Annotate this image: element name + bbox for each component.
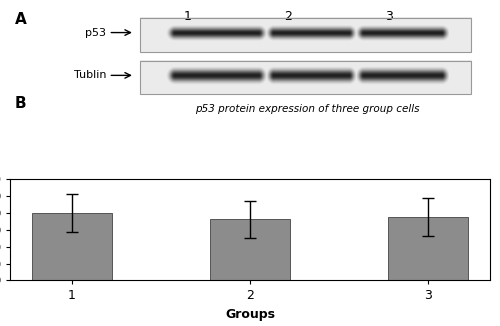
Text: Tublin: Tublin	[74, 70, 106, 81]
Bar	[32, 213, 112, 326]
Bar	[210, 219, 290, 326]
Text: p53 protein expression of three group cells: p53 protein expression of three group ce…	[196, 104, 420, 114]
Text: 2: 2	[284, 10, 292, 23]
Bar	[140, 61, 471, 94]
Text: 1: 1	[184, 10, 192, 23]
Text: B: B	[15, 96, 26, 111]
X-axis label: Groups: Groups	[225, 308, 275, 321]
Text: A: A	[15, 12, 26, 27]
Text: p53: p53	[85, 28, 106, 37]
Bar	[140, 18, 471, 52]
Text: 3: 3	[386, 10, 393, 23]
Bar	[388, 217, 468, 326]
